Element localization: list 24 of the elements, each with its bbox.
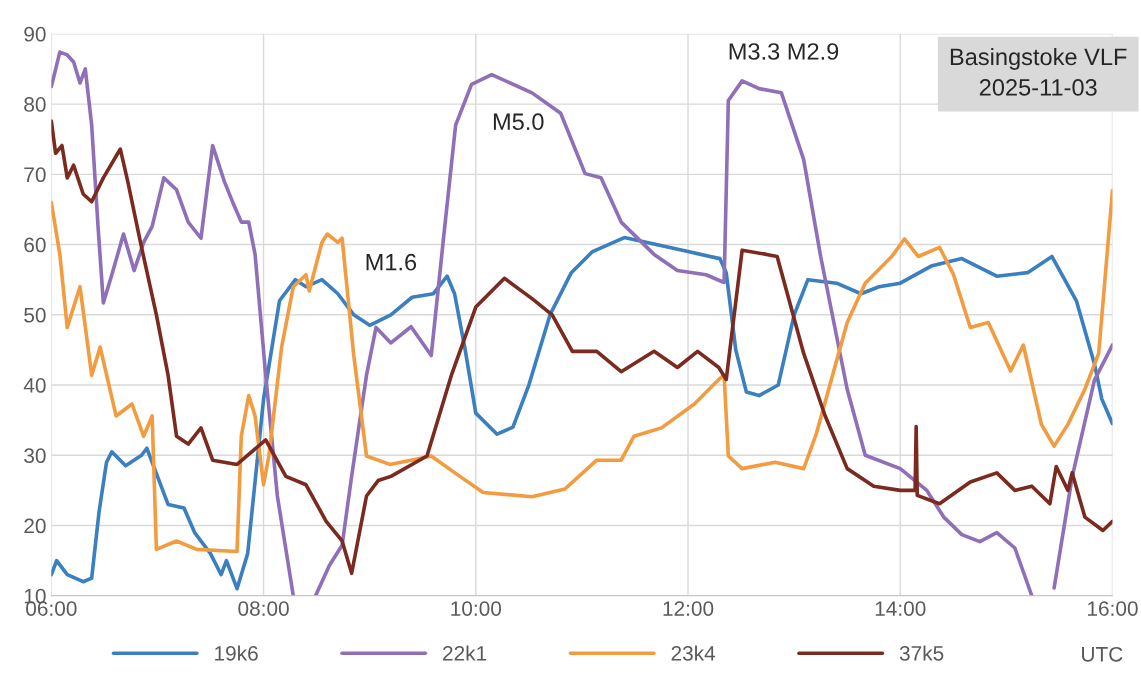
y-tick-label: 60 xyxy=(24,237,46,253)
line-series xyxy=(51,235,1113,591)
x-axis-title: UTC xyxy=(1082,646,1123,662)
x-tick-label: 10:00 xyxy=(451,601,502,616)
annotation: M1.6 xyxy=(366,253,417,271)
legend-label: 23k4 xyxy=(671,645,716,661)
y-tick-label: 80 xyxy=(24,97,46,112)
line-series xyxy=(51,188,1113,554)
annotation: Basingstoke VLF 2025-11-03 xyxy=(950,47,1127,96)
x-tick-label: 16:00 xyxy=(1088,601,1138,616)
x-tick-label: 08:00 xyxy=(238,601,289,616)
y-tick-label: 20 xyxy=(24,518,46,534)
annotation: M3.3 M2.9 xyxy=(729,43,839,60)
legend-label: 22k1 xyxy=(443,645,487,661)
y-tick-label: 90 xyxy=(24,26,46,42)
y-tick-label: 70 xyxy=(24,167,46,183)
legend-label: 37k5 xyxy=(899,645,944,661)
legend-label: 19k6 xyxy=(215,645,258,661)
x-tick-label: 12:00 xyxy=(663,601,714,616)
y-tick-label: 40 xyxy=(23,378,46,393)
x-tick-label: 14:00 xyxy=(875,601,926,616)
y-tick-label: 50 xyxy=(24,307,46,323)
y-tick-label: 30 xyxy=(24,448,46,464)
annotation: M5.0 xyxy=(493,113,544,131)
